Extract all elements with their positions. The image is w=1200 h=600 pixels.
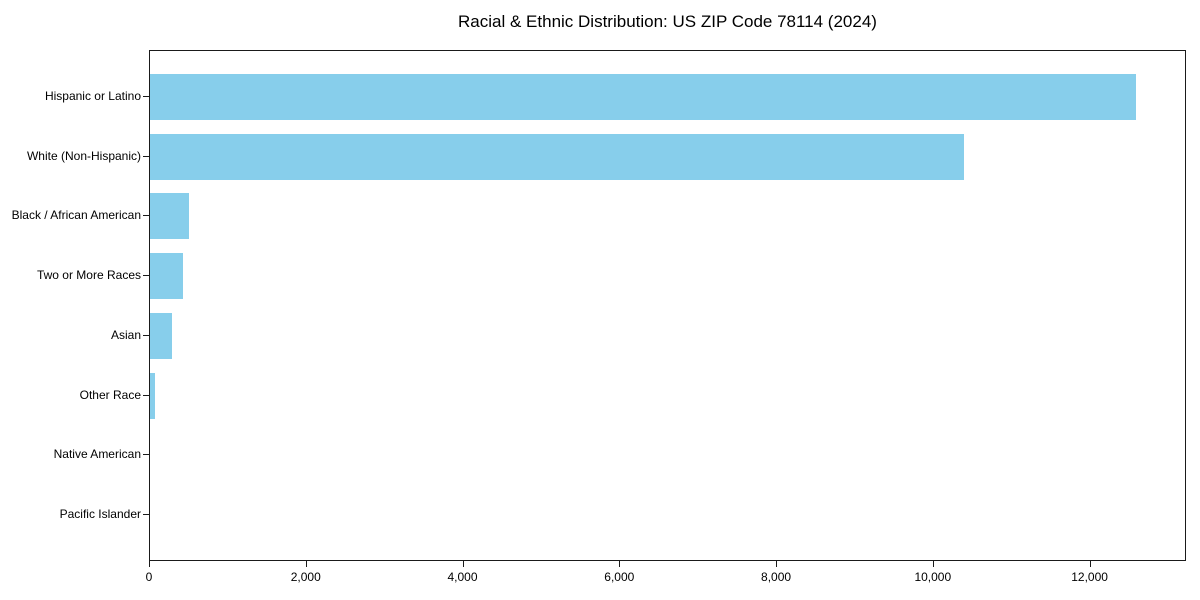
y-axis-label: White (Non-Hispanic)	[26, 148, 141, 163]
x-tick-mark	[305, 561, 307, 567]
bar	[150, 312, 172, 359]
x-axis-label: 4,000	[447, 570, 478, 584]
y-axis-label: Other Race	[79, 387, 141, 402]
x-axis-label: 0	[145, 570, 153, 584]
bar	[150, 253, 183, 300]
bar	[150, 74, 1136, 120]
bar	[150, 372, 155, 419]
x-axis-label: 12,000	[1071, 570, 1108, 584]
x-axis-label: 8,000	[761, 570, 792, 584]
y-tick-mark	[143, 513, 149, 515]
x-tick-mark	[776, 561, 778, 567]
y-axis-label: Two or More Races	[36, 268, 141, 283]
bar	[150, 133, 964, 180]
x-tick-mark	[932, 561, 934, 567]
y-axis-label: Pacific Islander	[59, 506, 141, 521]
y-axis-label: Asian	[110, 327, 141, 342]
y-tick-mark	[143, 275, 149, 277]
x-axis-label: 6,000	[604, 570, 635, 584]
y-tick-mark	[143, 454, 149, 456]
bar	[150, 193, 190, 240]
y-axis-label: Black / African American	[11, 208, 141, 223]
x-tick-mark	[462, 561, 464, 567]
y-tick-mark	[143, 96, 149, 97]
y-tick-mark	[143, 215, 149, 217]
x-axis-label: 10,000	[914, 570, 952, 584]
x-tick-mark	[619, 561, 621, 567]
plot-area	[149, 50, 1186, 561]
y-tick-mark	[143, 394, 149, 396]
y-tick-mark	[143, 155, 149, 157]
x-tick-mark	[1089, 561, 1091, 567]
y-tick-mark	[143, 334, 149, 336]
x-tick-mark	[149, 561, 150, 567]
chart-title: Racial & Ethnic Distribution: US ZIP Cod…	[458, 12, 877, 31]
y-axis-label: Native American	[53, 447, 141, 462]
y-axis-label: Hispanic or Latino	[44, 89, 141, 103]
x-axis-label: 2,000	[290, 570, 321, 584]
